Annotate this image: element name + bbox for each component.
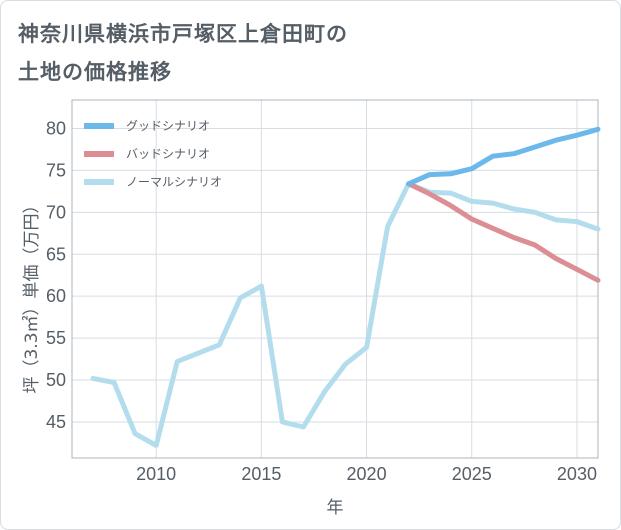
series-line-3 <box>90 181 601 448</box>
x-tick-label: 2030 <box>557 464 597 484</box>
y-axis-ticks: 45 50 55 60 65 70 75 80 <box>46 119 66 432</box>
y-tick-label: 45 <box>46 412 66 432</box>
x-axis-title: 年 <box>327 498 344 518</box>
series-line-2 <box>406 181 601 283</box>
y-tick-label: 75 <box>46 160 66 180</box>
x-axis-ticks: 2010 2015 2020 2025 2030 <box>136 464 597 484</box>
legend-label-1: グッドシナリオ <box>126 119 210 133</box>
y-axis-title: 坪（3.3㎡）単価（万円） <box>22 196 42 393</box>
series-line-1 <box>406 126 601 187</box>
series-lines <box>90 126 601 448</box>
x-tick-label: 2015 <box>241 464 281 484</box>
legend-label-2: バッドシナリオ <box>126 147 210 161</box>
y-tick-label: 50 <box>46 370 66 390</box>
x-tick-label: 2020 <box>347 464 387 484</box>
grid-lines <box>72 100 598 458</box>
chart-title-line1: 神奈川県横浜市戸塚区上倉田町の <box>18 22 348 46</box>
x-tick-label: 2010 <box>136 464 176 484</box>
x-tick-label: 2025 <box>452 464 492 484</box>
y-tick-label: 60 <box>46 286 66 306</box>
y-tick-label: 55 <box>46 328 66 348</box>
y-tick-label: 65 <box>46 244 66 264</box>
legend-label-3: ノーマルシナリオ <box>126 175 222 189</box>
y-tick-label: 70 <box>46 202 66 222</box>
chart-title-line2: 土地の価格推移 <box>18 60 172 84</box>
y-tick-label: 80 <box>46 119 66 139</box>
